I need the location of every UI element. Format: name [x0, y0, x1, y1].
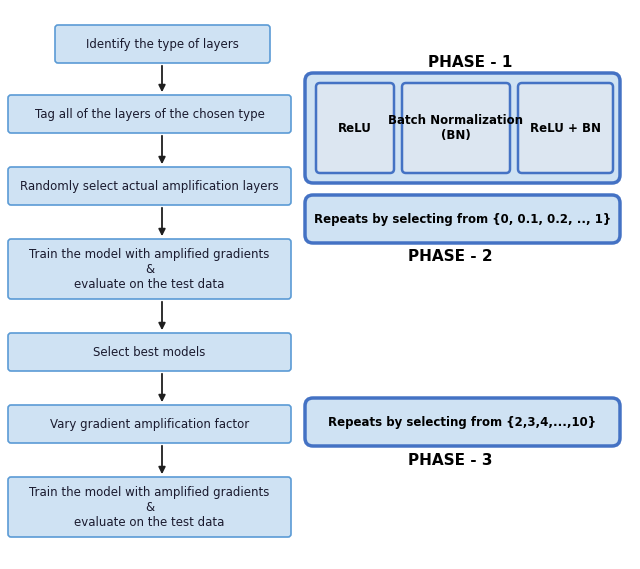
Text: Repeats by selecting from {2,3,4,...,10}: Repeats by selecting from {2,3,4,...,10}: [328, 415, 596, 428]
FancyBboxPatch shape: [55, 25, 270, 63]
FancyBboxPatch shape: [402, 83, 510, 173]
FancyBboxPatch shape: [8, 167, 291, 205]
FancyBboxPatch shape: [305, 398, 620, 446]
Text: Tag all of the layers of the chosen type: Tag all of the layers of the chosen type: [35, 108, 264, 121]
FancyBboxPatch shape: [8, 405, 291, 443]
FancyBboxPatch shape: [305, 195, 620, 243]
Text: ReLU: ReLU: [338, 122, 372, 134]
FancyBboxPatch shape: [8, 239, 291, 299]
FancyBboxPatch shape: [518, 83, 613, 173]
Text: PHASE - 1: PHASE - 1: [428, 55, 512, 69]
FancyBboxPatch shape: [316, 83, 394, 173]
Text: PHASE - 2: PHASE - 2: [408, 249, 492, 263]
Text: ReLU + BN: ReLU + BN: [530, 122, 601, 134]
Text: Batch Normalization
(BN): Batch Normalization (BN): [388, 114, 524, 142]
Text: PHASE - 3: PHASE - 3: [408, 452, 492, 468]
Text: Select best models: Select best models: [93, 345, 205, 358]
Text: Randomly select actual amplification layers: Randomly select actual amplification lay…: [20, 179, 279, 192]
Text: Identify the type of layers: Identify the type of layers: [86, 38, 239, 51]
Text: Repeats by selecting from {0, 0.1, 0.2, .., 1}: Repeats by selecting from {0, 0.1, 0.2, …: [314, 212, 611, 225]
FancyBboxPatch shape: [8, 95, 291, 133]
FancyBboxPatch shape: [305, 73, 620, 183]
Text: Train the model with amplified gradients
&
evaluate on the test data: Train the model with amplified gradients…: [29, 248, 269, 291]
Text: Vary gradient amplification factor: Vary gradient amplification factor: [50, 418, 249, 431]
FancyBboxPatch shape: [8, 477, 291, 537]
FancyBboxPatch shape: [8, 333, 291, 371]
Text: Train the model with amplified gradients
&
evaluate on the test data: Train the model with amplified gradients…: [29, 485, 269, 529]
